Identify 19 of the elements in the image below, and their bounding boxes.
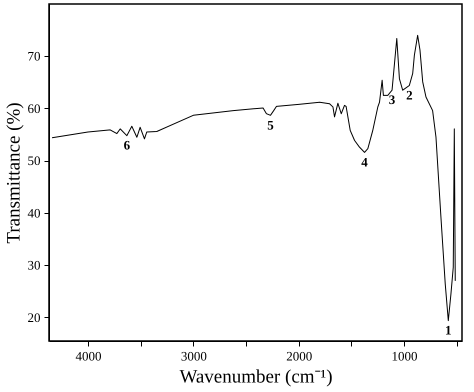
annotation: 4 — [361, 154, 368, 170]
x-tick-label: 3000 — [180, 348, 207, 364]
y-tick-label: 50 — [28, 153, 40, 168]
y-tick-label: 30 — [28, 258, 40, 273]
y-tick-label: 60 — [28, 100, 40, 116]
annotation: 6 — [124, 138, 131, 153]
y-tick-label: 20 — [28, 310, 40, 325]
y-axis-title: Transmittance (%) — [4, 102, 24, 244]
x-axis-title: Wavenumber (cm⁻¹) — [179, 366, 333, 388]
annotation: 2 — [406, 88, 413, 103]
x-tick-label: 2000 — [286, 348, 312, 364]
y-tick-label: 40 — [28, 205, 40, 220]
line-series — [52, 34, 456, 322]
annotation: 3 — [388, 92, 396, 108]
y-tick-label: 70 — [28, 48, 40, 64]
x-tick-label: 4000 — [75, 348, 102, 364]
x-tick-label: 1000 — [392, 348, 418, 364]
annotation: 1 — [445, 322, 452, 338]
annotation: 5 — [267, 117, 274, 132]
